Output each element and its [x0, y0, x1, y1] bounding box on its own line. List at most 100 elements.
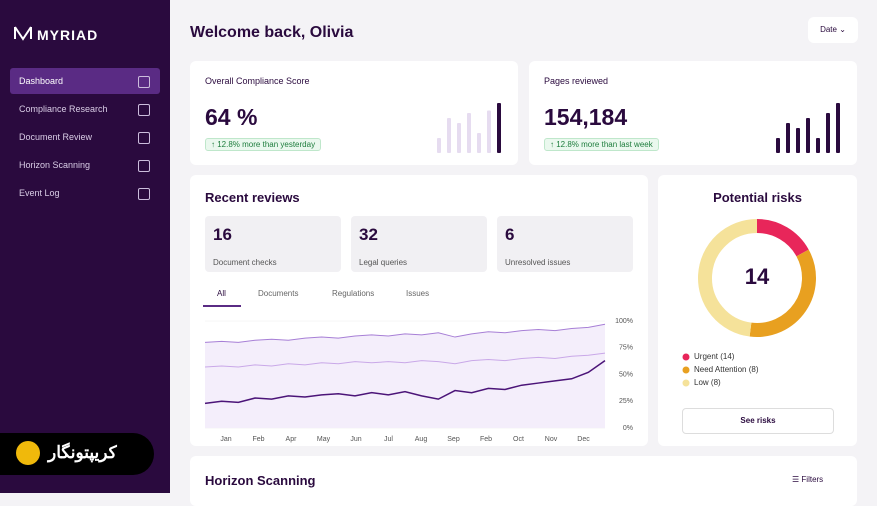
mini-bars: [437, 103, 501, 153]
mini-bar: [796, 128, 800, 153]
nav-item[interactable]: Document Review: [19, 132, 93, 142]
stat-box: 32 Legal queries: [351, 216, 487, 272]
mini-bars: [776, 103, 840, 153]
x-tick-label: Dec: [577, 436, 590, 443]
tab[interactable]: All: [217, 289, 226, 298]
y-tick-label: 25%: [619, 398, 633, 405]
donut-segment: [749, 249, 816, 337]
stat-label: Legal queries: [359, 258, 408, 267]
mini-bar: [437, 138, 441, 153]
x-tick-label: Oct: [513, 436, 524, 443]
mini-bar: [836, 103, 840, 153]
mini-bar: [477, 133, 481, 153]
sidebar: MYRIAD Dashboard Compliance Research Docum…: [0, 0, 170, 493]
donut-segment: [698, 219, 758, 337]
mini-bar: [457, 123, 461, 153]
kpi-title: Overall Compliance Score: [205, 76, 310, 86]
donut-total: 14: [745, 264, 770, 289]
line-chart: 100% 75% 50% 25% 0% Jan Feb Apr May Jun Jul Aug Sep F…: [204, 318, 633, 443]
x-tick-label: Feb: [252, 436, 264, 443]
page: MYRIAD Dashboard Compliance Research Docum…: [0, 0, 858, 506]
area: [205, 324, 605, 428]
logo: MYRIAD: [37, 27, 99, 43]
card-title: Recent reviews: [205, 190, 300, 205]
nav-item[interactable]: Compliance Research: [19, 104, 108, 114]
see-risks-button[interactable]: See risks: [682, 408, 834, 434]
nav-item[interactable]: Event Log: [19, 188, 60, 198]
watermark-box: کریپتونگار: [0, 433, 154, 475]
x-tick-label: Jun: [350, 436, 361, 443]
line: [204, 323, 606, 343]
badge-text: 12.8% more than last week: [556, 140, 653, 149]
legend-label: Low (8): [694, 378, 721, 387]
watermark-icon: [16, 441, 40, 465]
donut-chart: Urgent (14) Need Attention (8) Low (8) 14: [682, 219, 816, 387]
mini-bar: [487, 110, 491, 153]
mini-bar: [806, 118, 810, 153]
legend-dot: [682, 353, 690, 361]
nav-item[interactable]: Horizon Scanning: [19, 160, 91, 170]
y-tick-label: 0%: [623, 425, 633, 432]
x-tick-label: Sep: [447, 436, 460, 443]
nav-item[interactable]: Dashboard: [10, 68, 160, 94]
x-tick-label: Feb: [480, 436, 492, 443]
stat-value: 32: [359, 225, 378, 244]
kpi-value: 154,184: [544, 104, 628, 130]
watermark: کریپتونگار: [48, 443, 117, 462]
tab[interactable]: Issues: [406, 289, 430, 298]
x-tick-label: Jul: [384, 436, 393, 443]
page-title: Welcome back, Olivia: [190, 24, 354, 41]
line: [204, 352, 606, 368]
kpi-value: 64 %: [205, 104, 258, 130]
logo-icon: [14, 26, 32, 41]
nav-icon: [138, 104, 150, 116]
mini-bar: [826, 113, 830, 153]
legend-dot: [682, 366, 690, 374]
x-tick-label: Nov: [545, 436, 558, 443]
date-label: Date: [820, 25, 837, 34]
stat-value: 6: [505, 225, 515, 244]
y-tick-label: 100%: [615, 318, 633, 325]
horizon-card: Horizon Scanning ☰ Filters: [190, 456, 857, 506]
card-title: Horizon Scanning: [205, 473, 316, 488]
mini-bar: [786, 123, 790, 153]
mini-bar: [497, 103, 501, 153]
card-title: Potential risks: [713, 190, 802, 205]
mini-bar: [776, 138, 780, 153]
tab[interactable]: Regulations: [332, 289, 375, 298]
kpi-card: Pages reviewed 154,184 ↑ 12.8% more than…: [529, 61, 857, 165]
x-tick-label: Aug: [415, 436, 428, 443]
line: [204, 359, 606, 405]
stat-box: 16 Document checks: [205, 216, 341, 272]
filters-button[interactable]: ☰ Filters: [792, 475, 824, 484]
legend-dot: [682, 379, 690, 387]
x-tick-label: May: [317, 436, 331, 443]
kpi-badge: ↑ 12.8% more than last week: [544, 138, 659, 151]
risks-card: Potential risks Urgent (14) Need Attentio…: [658, 175, 857, 446]
nav-icon: [138, 132, 150, 144]
mini-bar: [816, 138, 820, 153]
y-tick-label: 50%: [619, 371, 633, 378]
mini-bar: [467, 113, 471, 153]
donut-segment: [756, 219, 809, 257]
x-tick-label: Jan: [220, 436, 231, 443]
badge-text: 12.8% more than yesterday: [217, 140, 316, 149]
kpi-badge: ↑ 12.8% more than yesterday: [205, 138, 322, 151]
tab-underline: [203, 305, 241, 307]
stat-box: 6 Unresolved issues: [497, 216, 633, 272]
x-tick-label: Apr: [286, 436, 298, 443]
filters-label: Filters: [801, 475, 824, 484]
tab[interactable]: Documents: [258, 289, 299, 298]
reviews-card: Recent reviews 16 Document checks 32 Legal …: [190, 175, 648, 446]
date-button[interactable]: Date ⌄: [808, 17, 858, 43]
kpi-title: Pages reviewed: [544, 76, 609, 86]
nav-icon: [138, 188, 150, 200]
stat-value: 16: [213, 225, 232, 244]
nav-icon: [138, 160, 150, 172]
y-tick-label: 75%: [619, 345, 633, 352]
mini-bar: [447, 118, 451, 153]
legend-label: Urgent (14): [694, 352, 735, 361]
stat-label: Unresolved issues: [505, 258, 571, 267]
nav-icon: [138, 76, 150, 88]
kpi-card: Overall Compliance Score 64 % ↑ 12.8% mo…: [190, 61, 518, 165]
